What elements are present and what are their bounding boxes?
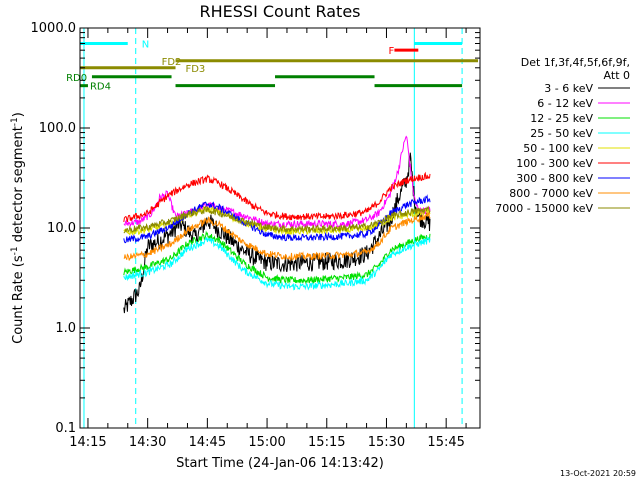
series-line-3 — [123, 235, 431, 291]
legend-label: 50 - 100 keV — [523, 142, 593, 155]
series-line-5 — [123, 171, 431, 223]
legend-label: 25 - 50 keV — [530, 127, 593, 140]
legend-label: 3 - 6 keV — [544, 82, 593, 95]
y-tick-label: 100.0 — [39, 121, 76, 136]
legend-label: 300 - 800 keV — [516, 172, 593, 185]
series-line-7 — [123, 211, 431, 262]
legend-label: 100 - 300 keV — [516, 157, 593, 170]
series-lines — [123, 135, 431, 314]
legend-header: Att 0 — [604, 69, 630, 82]
series-line-8 — [123, 205, 431, 234]
x-tick-label: 14:45 — [189, 435, 226, 450]
chart-title: RHESSI Count Rates — [200, 2, 361, 21]
y-axis-label-part: detector segment — [11, 126, 26, 246]
series-line-1 — [123, 135, 431, 229]
y-axis-label: Count Rate (s-1 detector segment-1) — [10, 112, 26, 344]
y-tick-label: 0.1 — [55, 421, 76, 436]
flag-label-n: N — [142, 39, 149, 50]
generated-timestamp: 13-Oct-2021 20:59 — [560, 469, 636, 478]
x-axis-label: Start Time (24-Jan-06 14:13:42) — [176, 456, 384, 471]
x-tick-label: 15:45 — [427, 435, 464, 450]
x-tick-label: 15:15 — [308, 435, 345, 450]
x-tick-label: 14:30 — [129, 435, 166, 450]
legend-label: 12 - 25 keV — [530, 112, 593, 125]
x-tick-label: 15:00 — [248, 435, 285, 450]
flag-label-f: F — [388, 46, 394, 57]
legend-header: Det 1f,3f,4f,5f,6f,9f, — [521, 56, 630, 69]
legend: Det 1f,3f,4f,5f,6f,9f,Att 0 3 - 6 keV 6 - … — [495, 56, 630, 215]
y-axis-label-part: ) — [11, 112, 26, 117]
legend-label: 6 - 12 keV — [537, 97, 593, 110]
y-tick-label: 1000.0 — [31, 21, 77, 36]
y-axis-label-part: -1 — [10, 117, 20, 126]
y-axis-label-part: Count Rate (s — [11, 255, 26, 344]
x-tick-label: 14:15 — [69, 435, 106, 450]
legend-label: 800 - 7000 keV — [509, 187, 593, 200]
flag-label-rd0: RD0 — [66, 73, 87, 84]
y-tick-label: 10.0 — [47, 221, 76, 236]
series-line-6 — [123, 194, 431, 244]
axes: 0.1 1.0 10.0 100.0 1000.0 14:15 14:30 14:45 15:0… — [31, 21, 480, 450]
flag-label-rd4: RD4 — [90, 82, 111, 93]
flag-label-fd3: FD3 — [185, 64, 205, 75]
flag-label-fd2: FD2 — [162, 57, 182, 68]
x-tick-label: 15:30 — [368, 435, 405, 450]
series-line-2 — [123, 230, 431, 285]
series-line-0 — [123, 152, 431, 314]
legend-label: 7000 - 15000 keV — [495, 202, 593, 215]
y-axis-label-part: -1 — [10, 246, 20, 255]
y-tick-label: 1.0 — [55, 321, 76, 336]
